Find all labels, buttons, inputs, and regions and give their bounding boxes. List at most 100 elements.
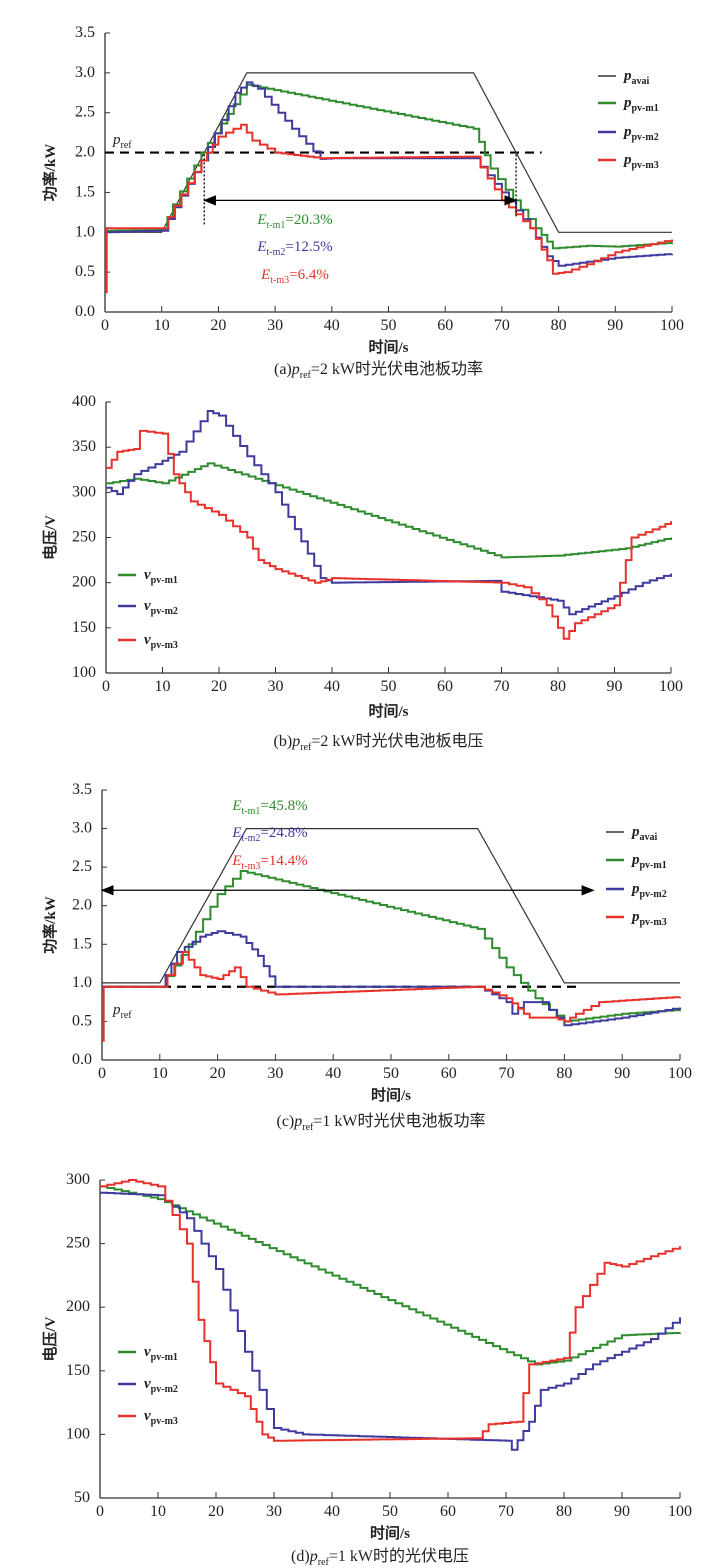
text-part: t-m1: [267, 220, 286, 231]
series-pv-m2: [100, 1191, 681, 1451]
text-part: t-m1: [242, 806, 261, 817]
y-axis-label: 电压/V: [41, 1316, 59, 1361]
efficiency-annotation: Et-m1=20.3%: [256, 212, 332, 231]
x-tick-label: 100: [668, 1065, 692, 1082]
text-part: t-m3: [242, 861, 261, 872]
y-tick-label: 100: [72, 664, 96, 681]
y-tick-label: 0.5: [72, 1012, 92, 1029]
text-part: t-m3: [270, 275, 289, 286]
y-tick-label: 150: [72, 619, 96, 636]
y-tick-label: 2.0: [72, 897, 92, 914]
text-part: ref: [121, 1010, 133, 1021]
series-pv-m2: [105, 81, 673, 267]
x-tick-label: 30: [267, 1065, 283, 1082]
legend-symbol: p: [622, 68, 632, 84]
chart-c: 0 10 20 30 40 50 60 70 80 90 100 0.0 0.5 1.0 1.5 2.0 2.5…: [41, 781, 692, 1133]
x-tick-label: 70: [499, 1065, 515, 1082]
text-part: =45.8%: [260, 798, 307, 814]
caption: (b)pref=2 kW时光伏电池板电压: [274, 732, 484, 753]
y-axis-label: 功率/kW: [41, 144, 59, 202]
x-tick-label: 70: [494, 678, 510, 695]
y-tick-label: 1.5: [72, 935, 92, 952]
series-pv-m3: [102, 951, 681, 1042]
y-tick-label: 0.0: [75, 303, 95, 320]
x-axis-label: 时间/s: [368, 702, 408, 720]
legend-symbol: p: [630, 852, 640, 868]
text-part: =2 kW时光伏电池板电压: [311, 732, 483, 750]
x-tick-label: 10: [152, 1065, 168, 1082]
x-tick-label: 0: [96, 1503, 104, 1520]
x-tick-label: 80: [556, 1503, 572, 1520]
y-tick-label: 250: [66, 1235, 90, 1252]
legend-entry: vpv-m2: [144, 598, 178, 617]
x-tick-label: 50: [382, 1503, 398, 1520]
series-pv-m3: [100, 1179, 681, 1442]
chart-b: 0 10 20 30 40 50 60 70 80 90 100 100 150 200 250 300 350…: [41, 393, 683, 753]
text-part: (a): [274, 361, 292, 378]
text-part: =24.8%: [260, 825, 307, 841]
legend-entry: ppv-m2: [630, 881, 667, 900]
text-part: pv-m1: [151, 575, 178, 586]
efficiency-annotation: Et-m3=14.4%: [231, 853, 307, 872]
legend-symbol: p: [630, 824, 640, 840]
legend-symbol: v: [144, 567, 151, 583]
text-part: pv-m2: [151, 606, 178, 617]
legend-symbol: p: [622, 124, 632, 140]
text-part: E: [231, 825, 241, 841]
text-part: (c): [276, 1113, 294, 1130]
x-tick-label: 70: [498, 1503, 514, 1520]
caption-p: p: [291, 733, 300, 750]
text-part: pv-m2: [632, 132, 659, 143]
y-tick-label: 200: [66, 1298, 90, 1315]
chart-d: 0 10 20 30 40 50 60 70 80 90 100 50 100 150 200 250 300 时…: [41, 1171, 692, 1568]
text-part: pv-m2: [151, 1384, 178, 1395]
y-tick-label: 3.0: [72, 820, 92, 837]
x-tick-label: 100: [659, 678, 683, 695]
caption-p: p: [291, 361, 300, 378]
legend-symbol: v: [144, 632, 151, 648]
legend-entry: pavai: [630, 824, 658, 843]
x-tick-label: 20: [210, 1065, 226, 1082]
text-part: pv-m3: [632, 160, 659, 171]
y-tick-label: 350: [72, 438, 96, 455]
text-part: E: [231, 798, 241, 814]
text-part: ref: [121, 140, 133, 151]
text-part: pv-m3: [151, 1416, 178, 1427]
chart-a: 0 10 20 30 40 50 60 70 80 90 100 0.0 0.5 1.0 1.5 2.0 2.5…: [41, 24, 684, 381]
x-tick-label: 100: [660, 317, 684, 334]
x-tick-label: 30: [266, 1503, 282, 1520]
text-part: (d): [291, 1548, 310, 1565]
text-part: (b): [274, 733, 293, 750]
x-axis-label: 时间/s: [368, 338, 408, 356]
x-tick-label: 90: [607, 317, 623, 334]
text-part: =1 kW时的光伏电压: [329, 1547, 469, 1565]
text-part: t-m2: [242, 833, 261, 844]
efficiency-annotation: Et-m2=24.8%: [231, 825, 307, 844]
x-tick-label: 20: [208, 1503, 224, 1520]
y-tick-label: 3.5: [72, 781, 92, 798]
x-tick-label: 50: [383, 1065, 399, 1082]
series-pv-m3: [105, 123, 673, 294]
text-part: ref: [300, 370, 312, 381]
x-tick-label: 80: [551, 317, 567, 334]
legend-entry: vpv-m1: [144, 567, 178, 586]
legend-entry: vpv-m1: [144, 1344, 178, 1363]
legend-symbol: p: [622, 95, 632, 111]
text-part: E: [256, 239, 266, 255]
series-pv-m2: [102, 930, 681, 1027]
efficiency-annotation: Et-m1=45.8%: [231, 798, 307, 817]
y-tick-label: 200: [72, 574, 96, 591]
series-pv-m2: [106, 410, 672, 616]
series-pv-m3: [106, 429, 672, 640]
text-part: ref: [302, 1122, 314, 1133]
x-tick-label: 40: [324, 1503, 340, 1520]
legend-entry: ppv-m1: [622, 95, 659, 114]
legend-entry: pavai: [622, 68, 650, 87]
y-tick-label: 50: [74, 1489, 90, 1506]
x-tick-label: 0: [98, 1065, 106, 1082]
x-tick-label: 90: [607, 678, 623, 695]
caption: (a)pref=2 kW时光伏电池板功率: [274, 360, 483, 381]
caption-p: p: [293, 1113, 302, 1130]
